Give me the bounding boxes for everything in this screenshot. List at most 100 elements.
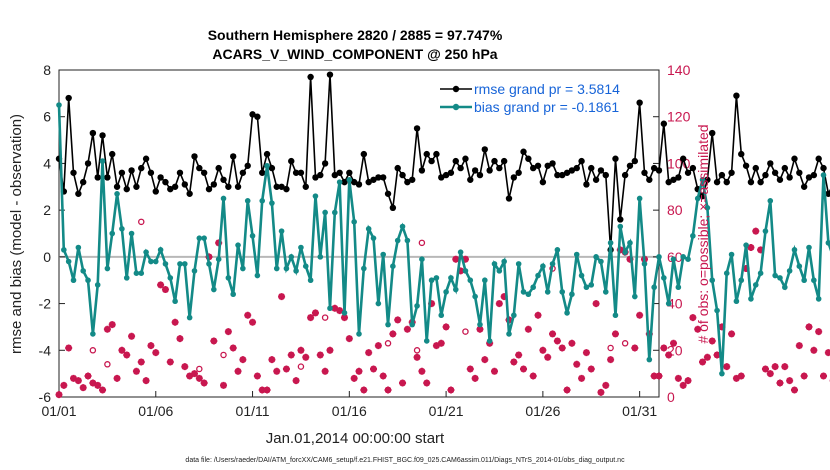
data-point-rmse xyxy=(89,129,97,137)
data-point-rmse xyxy=(491,157,498,165)
data-point-rmse xyxy=(704,176,711,183)
obs-assimilated-marker xyxy=(89,379,97,387)
obs-assimilated-marker xyxy=(423,379,431,387)
data-point-rmse xyxy=(568,167,576,174)
data-point-bias xyxy=(61,247,67,253)
data-point-bias xyxy=(201,235,207,241)
data-point-bias xyxy=(322,209,328,216)
data-point-rmse xyxy=(292,169,300,176)
data-point-rmse xyxy=(738,150,745,158)
data-point-bias xyxy=(65,258,72,265)
obs-assimilated-marker xyxy=(403,325,411,333)
obs-assimilated-marker xyxy=(181,363,189,371)
data-point-rmse xyxy=(747,178,755,186)
data-point-rmse xyxy=(167,185,174,193)
data-point-rmse xyxy=(471,167,479,174)
data-point-bias xyxy=(806,244,812,251)
data-point-rmse xyxy=(438,174,445,181)
data-point-bias xyxy=(167,275,174,281)
data-point-bias xyxy=(511,312,517,319)
obs-assimilated-marker xyxy=(287,351,295,359)
data-point-bias xyxy=(351,219,357,225)
data-point-bias xyxy=(617,223,624,230)
obs-assimilated-marker xyxy=(500,293,508,301)
obs-assimilated-marker xyxy=(660,344,668,352)
data-point-bias xyxy=(772,272,778,279)
data-point-bias xyxy=(302,263,309,270)
data-point-bias xyxy=(641,261,648,267)
data-point-rmse xyxy=(413,125,421,132)
obs-possible-marker xyxy=(196,365,203,373)
data-point-rmse xyxy=(597,167,605,174)
obs-assimilated-marker xyxy=(650,372,658,380)
obs-assimilated-marker xyxy=(282,365,290,373)
data-point-rmse xyxy=(186,190,193,197)
obs-assimilated-marker xyxy=(728,330,736,338)
data-point-bias xyxy=(336,179,343,185)
obs-assimilated-marker xyxy=(703,353,711,361)
data-point-bias xyxy=(777,275,783,281)
obs-assimilated-marker xyxy=(732,374,740,382)
data-point-bias xyxy=(670,256,677,262)
obs-assimilated-marker xyxy=(152,349,160,357)
data-point-rmse xyxy=(394,164,401,172)
data-point-rmse xyxy=(375,174,382,181)
data-point-rmse xyxy=(767,160,774,167)
data-point-rmse xyxy=(196,164,203,172)
data-point-bias xyxy=(317,254,324,260)
data-point-bias xyxy=(661,275,667,281)
data-point-bias xyxy=(235,242,241,248)
obs-assimilated-marker xyxy=(544,353,552,361)
data-point-bias xyxy=(399,223,406,230)
data-point-rmse xyxy=(259,169,266,176)
data-point-bias xyxy=(123,275,130,281)
data-point-rmse xyxy=(684,169,692,176)
data-point-rmse xyxy=(626,162,634,169)
data-point-rmse xyxy=(181,181,189,188)
data-point-bias xyxy=(312,193,319,199)
data-point-rmse xyxy=(820,164,827,172)
data-point-rmse xyxy=(713,178,721,186)
obs-assimilated-marker xyxy=(186,372,194,380)
obs-assimilated-marker xyxy=(171,318,179,326)
obs-assimilated-marker xyxy=(471,374,479,382)
obs-assimilated-marker xyxy=(689,314,697,322)
obs-assimilated-marker xyxy=(157,281,165,289)
obs-assimilated-marker xyxy=(795,342,803,350)
data-point-bias xyxy=(675,284,682,291)
obs-assimilated-marker xyxy=(602,381,610,389)
obs-assimilated-marker xyxy=(694,325,702,333)
data-point-bias xyxy=(346,176,353,183)
data-point-bias xyxy=(569,291,575,298)
data-point-rmse xyxy=(317,171,324,179)
y-right-tick-label: 40 xyxy=(667,296,683,312)
data-point-rmse xyxy=(404,178,411,186)
obs-possible-marker xyxy=(384,340,392,347)
data-point-bias xyxy=(394,237,401,244)
obs-assimilated-marker xyxy=(220,381,228,389)
obs-assimilated-marker xyxy=(249,318,257,326)
data-point-rmse xyxy=(549,160,556,167)
data-point-bias xyxy=(249,233,256,239)
y-tick-label: 6 xyxy=(43,109,51,125)
obs-possible-marker xyxy=(413,347,421,354)
data-point-bias xyxy=(699,176,706,183)
y-tick-label: 2 xyxy=(43,202,51,218)
data-point-rmse xyxy=(718,171,726,179)
data-point-rmse xyxy=(331,171,339,179)
data-point-rmse xyxy=(370,176,377,183)
data-point-bias xyxy=(114,190,120,197)
data-point-rmse xyxy=(210,181,218,188)
data-point-rmse xyxy=(636,99,643,106)
data-point-bias xyxy=(525,291,532,298)
obs-possible-marker xyxy=(607,344,614,352)
data-point-bias xyxy=(230,291,236,298)
data-point-bias xyxy=(801,277,807,284)
obs-assimilated-marker xyxy=(466,365,474,373)
obs-assimilated-marker xyxy=(399,379,407,387)
obs-assimilated-marker xyxy=(239,356,247,364)
data-point-bias xyxy=(423,338,430,344)
plot-frame xyxy=(58,69,660,398)
obs-assimilated-marker xyxy=(340,314,348,322)
